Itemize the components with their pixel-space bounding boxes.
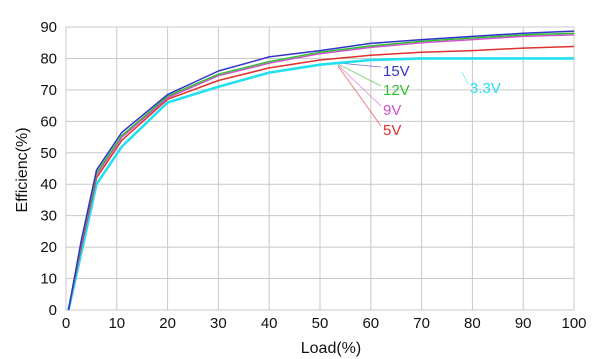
y-tick-label: 10 xyxy=(40,271,57,288)
y-tick-label: 20 xyxy=(40,239,57,256)
series-lines xyxy=(67,30,575,311)
y-axis-label: Efficienc(%) xyxy=(14,127,31,212)
series-line-3-3v xyxy=(67,57,574,311)
series-labels: 3.3V 5V 9V 12V 15V xyxy=(383,63,501,139)
y-tick-label: 30 xyxy=(40,208,57,225)
y-tick-labels: 0 10 20 30 40 50 60 70 80 90 xyxy=(40,19,57,319)
y-tick-label: 0 xyxy=(49,302,57,319)
x-tick-label: 90 xyxy=(515,315,532,332)
x-tick-label: 10 xyxy=(108,315,125,332)
leader-line xyxy=(337,63,382,87)
y-tick-label: 90 xyxy=(40,19,57,36)
leader-line xyxy=(337,64,382,107)
x-tick-label: 20 xyxy=(159,315,176,332)
y-tick-label: 70 xyxy=(40,82,57,99)
y-tick-label: 80 xyxy=(40,50,57,67)
x-tick-labels: 0 10 20 30 40 50 60 70 80 90 100 xyxy=(62,315,587,332)
series-label-5v: 5V xyxy=(383,122,401,139)
series-label-12v: 12V xyxy=(383,82,410,99)
y-tick-label: 40 xyxy=(40,176,57,193)
leader-line xyxy=(461,71,469,85)
series-label-3-3v: 3.3V xyxy=(470,80,501,97)
x-tick-label: 40 xyxy=(261,315,278,332)
x-tick-label: 60 xyxy=(362,315,379,332)
x-tick-label: 50 xyxy=(312,315,329,332)
series-label-9v: 9V xyxy=(383,102,401,119)
x-tick-label: 30 xyxy=(210,315,227,332)
x-tick-label: 70 xyxy=(413,315,430,332)
x-axis-label: Load(%) xyxy=(301,340,361,357)
y-tick-label: 60 xyxy=(40,113,57,130)
x-tick-label: 0 xyxy=(62,315,70,332)
x-tick-label: 100 xyxy=(561,315,586,332)
series-label-15v: 15V xyxy=(383,63,410,80)
leader-line xyxy=(337,65,382,127)
x-tick-label: 80 xyxy=(464,315,481,332)
series-line-15v xyxy=(67,30,575,311)
y-tick-label: 50 xyxy=(40,145,57,162)
grid xyxy=(65,26,575,311)
